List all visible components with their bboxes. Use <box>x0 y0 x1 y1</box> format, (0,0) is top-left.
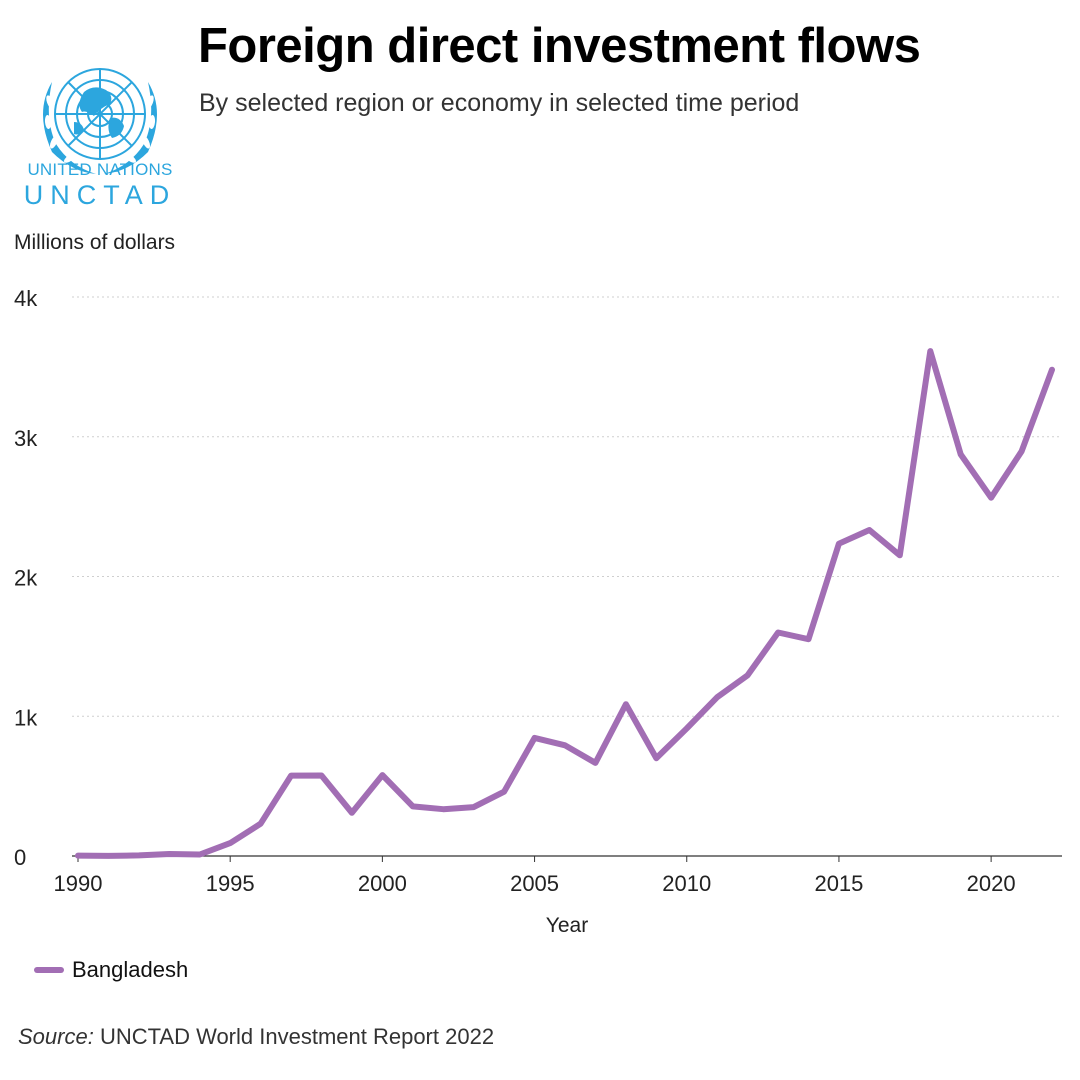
x-tick-label: 2020 <box>967 871 1016 896</box>
source-text: UNCTAD World Investment Report 2022 <box>93 1024 495 1049</box>
chart-title: Foreign direct investment flows <box>198 19 921 73</box>
y-tick-label: 3k <box>14 426 38 451</box>
x-axis-label: Year <box>546 914 588 937</box>
chart-subtitle: By selected region or economy in selecte… <box>199 89 800 117</box>
y-tick-label: 4k <box>14 286 38 311</box>
x-tick-label: 2010 <box>662 871 711 896</box>
source-note: Source: UNCTAD World Investment Report 2… <box>18 1024 494 1050</box>
logo-wordmark-unctad: UNCTAD <box>23 180 177 210</box>
x-tick-label: 1990 <box>54 871 103 896</box>
un-logo-icon <box>43 68 157 174</box>
y-tick-label: 0 <box>14 845 26 870</box>
legend-swatch <box>34 967 64 973</box>
x-tick-label: 2005 <box>510 871 559 896</box>
series-layer <box>75 348 1055 859</box>
grid-lines <box>72 296 1062 717</box>
legend-label-bangladesh: Bangladesh <box>72 957 189 982</box>
x-axis-ticks: 1990 1995 2000 2005 2010 2015 2020 <box>54 856 1016 896</box>
source-label: Source: <box>18 1024 94 1049</box>
y-axis-label: Millions of dollars <box>14 231 176 254</box>
y-tick-label: 1k <box>14 705 38 730</box>
legend: Bangladesh <box>34 955 188 985</box>
x-tick-label: 1995 <box>206 871 255 896</box>
series-line-bangladesh <box>75 348 1055 859</box>
y-axis-ticks: 0 1k 2k 3k 4k <box>14 286 38 870</box>
logo-wordmark-united-nations: UNITED NATIONS <box>27 160 173 179</box>
y-tick-label: 2k <box>14 566 38 591</box>
x-tick-label: 2015 <box>814 871 863 896</box>
x-tick-label: 2000 <box>358 871 407 896</box>
